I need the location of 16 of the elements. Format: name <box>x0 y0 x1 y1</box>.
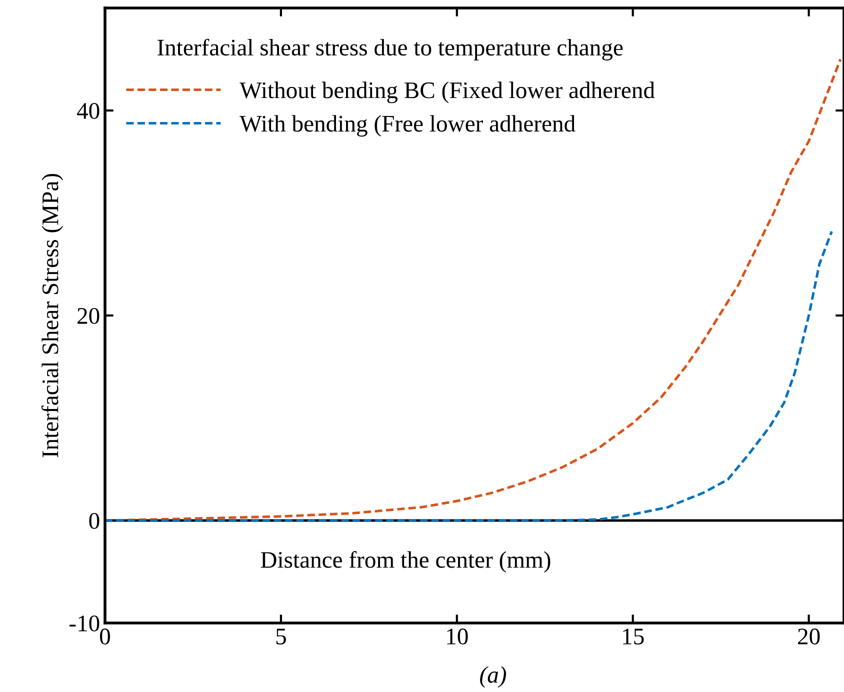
text: (a) <box>480 666 506 688</box>
x-tick-label: 20 <box>798 628 820 644</box>
x-tick-label: 0 <box>100 628 110 644</box>
line-series <box>105 230 833 522</box>
y-axis-title: Interfacial Shear Stress (MPa) <box>41 174 64 458</box>
legend-label: With bending (Free lower adherend <box>240 115 576 137</box>
legend-label: Without bending BC (Fixed lower adherend <box>240 82 655 104</box>
y-tick-label: 20 <box>78 308 100 324</box>
x-tick-label: 15 <box>623 628 644 644</box>
x-axis-title: Distance from the center (mm) <box>260 551 550 573</box>
x-tick-label: 5 <box>276 628 286 644</box>
text: Interfacial shear stress due to temperature change <box>158 38 623 60</box>
y-tick-label: -10 <box>70 615 100 632</box>
x-tick-label: 10 <box>447 628 468 644</box>
y-tick-label: 0 <box>89 512 100 529</box>
y-tick-label: 40 <box>76 102 100 119</box>
